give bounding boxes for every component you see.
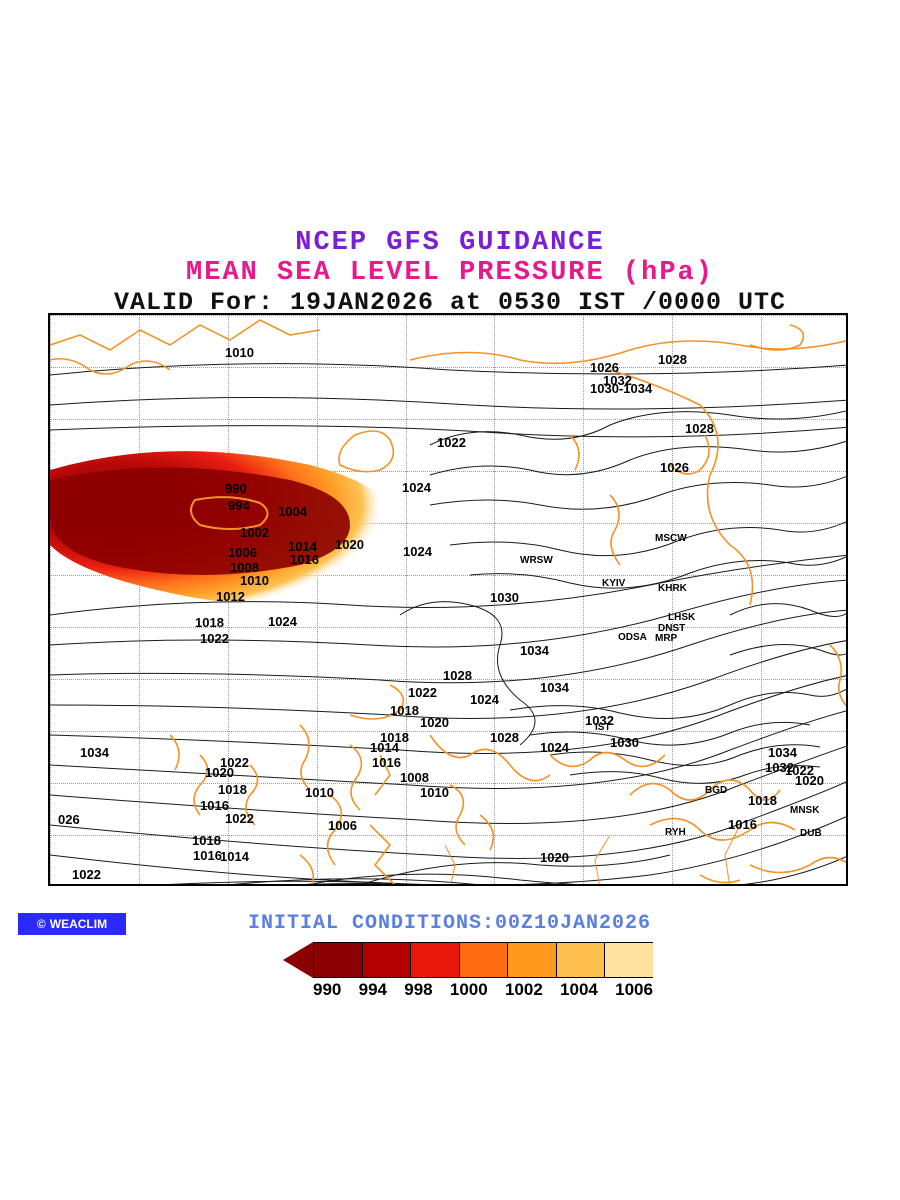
city-label-ryh: RYH [665,827,686,838]
contour-label-1034b: 1034 [540,680,569,695]
title-main: NCEP GFS GUIDANCE [0,228,900,258]
colorbar-seg-3 [459,942,508,978]
contour-label-994: 994 [228,498,250,513]
city-label-kyiv: KYIV [602,578,625,589]
title-sub: MEAN SEA LEVEL PRESSURE (hPa) [0,258,900,288]
city-label-lhsk: LHSK [668,612,695,623]
colorbar-seg-1 [362,942,411,978]
contour-label-1018b: 1018 [390,703,419,718]
city-label-mrp: MRP [655,633,677,644]
contour-label-1014b: 1014 [370,740,399,755]
colorbar-seg-4 [507,942,556,978]
pressure-map[interactable]: 75N 70N 65N 60N 55N 50N 45N 40N 35N 30N … [48,313,848,886]
contour-label-1010b: 1010 [240,573,269,588]
logo-text: WEACLIM [50,917,107,931]
contour-label-1034d: 1034 [80,745,109,760]
contour-label-1016b: 1016 [372,755,401,770]
contour-label-1024c: 1024 [470,692,499,707]
contour-label-1030b: 1030 [610,735,639,750]
contour-label-1010c: 1010 [305,785,334,800]
contour-label-1018f: 1018 [192,833,221,848]
contour-label-1006b: 1006 [328,818,357,833]
contour-label-1020e: 1020 [540,850,569,865]
contour-label-1022f: 1022 [225,811,254,826]
contour-label-1022c: 1022 [408,685,437,700]
city-label-dub: DUB [800,828,822,839]
colorbar-container: 990 994 998 1000 1002 1004 1006 [283,942,683,1000]
contour-label-1022b: 1022 [200,631,229,646]
cb-tick-1: 994 [359,980,387,1000]
contour-label-1028b: 1028 [443,668,472,683]
contour-label-2: 1028 [658,352,687,367]
map-container: 75N 70N 65N 60N 55N 50N 45N 40N 35N 30N … [48,313,848,886]
contour-label-026: 026 [58,812,80,827]
cb-tick-3: 1000 [450,980,488,1000]
contour-label-8: 1024 [402,480,431,495]
cb-tick-2: 998 [404,980,432,1000]
contour-label-1020b: 1020 [420,715,449,730]
contour-label-0: 1010 [225,345,254,360]
contour-label-1034c: 1034 [768,745,797,760]
contour-label-1020d: 1020 [795,773,824,788]
contour-label-1002: 1002 [240,525,269,540]
contour-label-1018e: 1018 [748,793,777,808]
contour-label-1016d: 1016 [728,817,757,832]
city-label-khrk: KHRK [658,583,687,594]
contour-label-1024d: 1024 [540,740,569,755]
contour-label-1020a: 1020 [335,537,364,552]
contour-label-1018a: 1018 [195,615,224,630]
city-label-wrsw: WRSW [520,555,553,566]
contour-label-1004: 1004 [278,504,307,519]
colorbar-seg-5 [556,942,605,978]
city-label-ist: IST [595,722,611,733]
contour-label-1014c: 1014 [220,849,249,864]
contour-label-1012: 1012 [216,589,245,604]
contour-label-1018d: 1018 [218,782,247,797]
copyright-icon: © [37,917,46,931]
city-label-odsa: ODSA [618,632,647,643]
contour-label-990: 990 [225,481,247,496]
city-label-mscw: MSCW [655,533,687,544]
colorbar-seg-2 [410,942,459,978]
contour-label-1016e: 1016 [193,848,222,863]
contour-overlay [50,315,848,886]
colorbar-seg-6 [604,942,653,978]
title-block: NCEP GFS GUIDANCE MEAN SEA LEVEL PRESSUR… [0,228,900,317]
colorbar-arrow-left [283,942,313,978]
contour-label-4: 1030-1034 [590,381,652,396]
colorbar-labels: 990 994 998 1000 1002 1004 1006 [283,980,683,1000]
contour-label-1022g: 1022 [72,867,101,882]
contour-label-1016a: 1016 [290,552,319,567]
contour-label-1006a: 1006 [228,545,257,560]
colorbar-seg-0 [313,942,362,978]
contour-label-1010d: 1010 [420,785,449,800]
initial-conditions-label: INITIAL CONDITIONS:00Z10JAN2026 [248,912,651,935]
contour-label-1034a: 1034 [520,643,549,658]
contour-label-1028c: 1028 [490,730,519,745]
contour-label-1008b: 1008 [400,770,429,785]
city-label-mnsk: MNSK [790,805,819,816]
cb-tick-4: 1002 [505,980,543,1000]
weaclim-logo[interactable]: © WEACLIM [18,913,126,935]
cb-tick-6: 1006 [615,980,653,1000]
contour-label-7: 1026 [660,460,689,475]
city-label-bgd: BGD [705,785,727,796]
contour-label-9: 1024 [403,544,432,559]
contour-label-1020c: 1020 [205,765,234,780]
contour-label-1024b: 1024 [268,614,297,629]
contour-label-6: 1028 [685,421,714,436]
colorbar[interactable] [283,942,683,978]
cb-tick-0: 990 [313,980,341,1000]
contour-label-5: 1022 [437,435,466,450]
contour-label-1030a: 1030 [490,590,519,605]
cb-tick-5: 1004 [560,980,598,1000]
colorbar-arrow-right [653,942,683,978]
